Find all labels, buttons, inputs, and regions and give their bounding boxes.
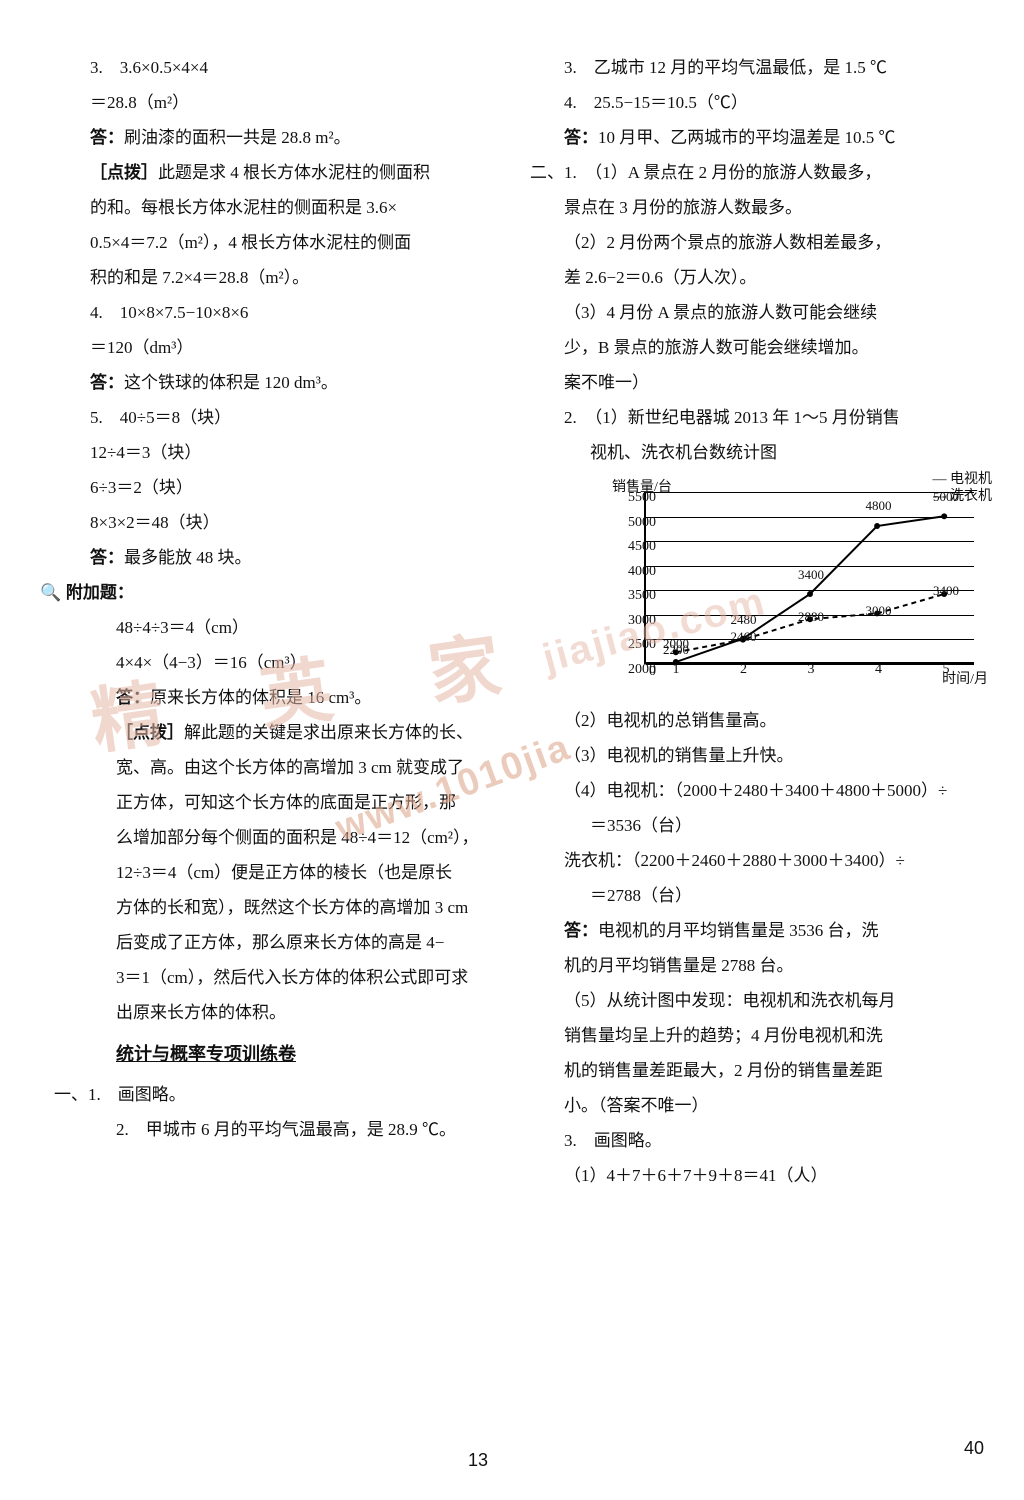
text-line: 宽、高。由这个长方体的高增加 3 cm 就变成了 — [90, 751, 518, 785]
text-line: 的和。每根长方体水泥柱的侧面积是 3.6× — [90, 191, 518, 225]
magnifier-icon: 🔍 — [40, 583, 66, 602]
text-line: 洗衣机：（2200＋2460＋2880＋3000＋3400）÷ — [538, 844, 992, 878]
text-line: （2）2 月份两个景点的旅游人数相差最多， — [538, 226, 992, 260]
text-line: ＝28.8（m²） — [90, 86, 518, 120]
text-line: 答：原来长方体的体积是 16 cm³。 — [90, 681, 518, 715]
ans-label: 答： — [90, 373, 124, 392]
text-line: 2. （1）新世纪电器城 2013 年 1～5 月份销售 — [538, 401, 992, 435]
text-line: （1）4＋7＋6＋7＋9＋8＝41（人） — [538, 1159, 992, 1193]
ans-label: 答： — [564, 921, 598, 940]
extra-heading: 🔍 附加题： — [40, 576, 518, 610]
text-line: 视机、洗衣机台数统计图 — [538, 436, 992, 470]
text-line: 小。（答案不唯一） — [538, 1089, 992, 1123]
text-line: ＝120（dm³） — [90, 331, 518, 365]
text-line: 答：刷油漆的面积一共是 28.8 m²。 — [90, 121, 518, 155]
text-line: 出原来长方体的体积。 — [90, 996, 518, 1030]
left-column: 3. 3.6×0.5×4×4 ＝28.8（m²） 答：刷油漆的面积一共是 28.… — [40, 50, 530, 1194]
sales-line-chart: 销售量/台 时间/月 — 电视机 --- 洗衣机 123452000248034… — [572, 474, 992, 694]
section-heading: 统计与概率专项训练卷 — [90, 1036, 518, 1072]
text-line: ［点拨］此题是求 4 根长方体水泥柱的侧面积 — [90, 156, 518, 190]
text-line: 4. 25.5−15＝10.5（℃） — [538, 86, 992, 120]
text-line: 销售量均呈上升的趋势；4 月份电视机和洗 — [538, 1019, 992, 1053]
text-line: ＝2788（台） — [538, 879, 992, 913]
text-line: 3. 乙城市 12 月的平均气温最低，是 1.5 ℃ — [538, 51, 992, 85]
text-line: 答：最多能放 48 块。 — [90, 541, 518, 575]
page-number: 13 — [468, 1442, 488, 1478]
text-line: 答：10 月甲、乙两城市的平均温差是 10.5 ℃ — [538, 121, 992, 155]
ans-label: 答： — [564, 128, 598, 147]
text-line: 案不唯一） — [538, 366, 992, 400]
text-line: （4）电视机：（2000＋2480＋3400＋4800＋5000）÷ — [538, 774, 992, 808]
text-line: 4. 10×8×7.5−10×8×6 — [90, 296, 518, 330]
text-line: 么增加部分每个侧面的面积是 48÷4＝12（cm²）， — [90, 821, 518, 855]
text-line: 6÷3＝2（块） — [90, 471, 518, 505]
text-line: （2）电视机的总销售量高。 — [538, 704, 992, 738]
text-line: （3）4 月份 A 景点的旅游人数可能会继续 — [538, 296, 992, 330]
text-line: 机的月平均销售量是 2788 台。 — [538, 949, 992, 983]
chart-plot: 1234520002480340048005000220024602880300… — [644, 492, 974, 664]
text-line: 48÷4÷3＝4（cm） — [90, 611, 518, 645]
page: 3. 3.6×0.5×4×4 ＝28.8（m²） 答：刷油漆的面积一共是 28.… — [0, 0, 1024, 1234]
ans-label: 答： — [116, 688, 150, 707]
text-line: 景点在 3 月份的旅游人数最多。 — [538, 191, 992, 225]
text-line: 8×3×2＝48（块） — [90, 506, 518, 540]
ans-label: 答： — [90, 128, 124, 147]
text-line: 差 2.6−2＝0.6（万人次）。 — [538, 261, 992, 295]
text-line: 正方体，可知这个长方体的底面是正方形，那 — [90, 786, 518, 820]
text-line: 0.5×4＝7.2（m²），4 根长方体水泥柱的侧面 — [90, 226, 518, 260]
text-line: 方体的长和宽），既然这个长方体的高增加 3 cm — [90, 891, 518, 925]
text-line: 5. 40÷5＝8（块） — [90, 401, 518, 435]
text-line: 4×4×（4−3）＝16（cm³） — [90, 646, 518, 680]
ans-label: 答： — [90, 548, 124, 567]
page-number: 40 — [964, 1430, 984, 1466]
text-line: （5）从统计图中发现：电视机和洗衣机每月 — [538, 984, 992, 1018]
tip-label: ［点拨］ — [90, 163, 158, 182]
text-line: 二、1. （1）A 景点在 2 月份的旅游人数最多， — [530, 156, 992, 190]
right-column: 3. 乙城市 12 月的平均气温最低，是 1.5 ℃ 4. 25.5−15＝10… — [530, 50, 1004, 1194]
text-line: 12÷3＝4（cm）便是正方体的棱长（也是原长 — [90, 856, 518, 890]
text-line: 答：这个铁球的体积是 120 dm³。 — [90, 366, 518, 400]
text-line: 一、1. 画图略。 — [54, 1078, 518, 1112]
text-line: 少，B 景点的旅游人数可能会继续增加。 — [538, 331, 992, 365]
text-line: 后变成了正方体，那么原来长方体的高是 4− — [90, 926, 518, 960]
text-line: 3＝1（cm），然后代入长方体的体积公式即可求 — [90, 961, 518, 995]
text-line: 机的销售量差距最大，2 月份的销售量差距 — [538, 1054, 992, 1088]
text-line: 3. 3.6×0.5×4×4 — [90, 51, 518, 85]
text-line: 3. 画图略。 — [538, 1124, 992, 1158]
tip-label: ［点拨］ — [116, 723, 184, 742]
text-line: 答：电视机的月平均销售量是 3536 台，洗 — [538, 914, 992, 948]
text-line: ＝3536（台） — [538, 809, 992, 843]
text-line: （3）电视机的销售量上升快。 — [538, 739, 992, 773]
text-line: ［点拨］解此题的关键是求出原来长方体的长、 — [90, 716, 518, 750]
text-line: 2. 甲城市 6 月的平均气温最高，是 28.9 ℃。 — [90, 1113, 518, 1147]
text-line: 12÷4＝3（块） — [90, 436, 518, 470]
text-line: 积的和是 7.2×4＝28.8（m²）。 — [90, 261, 518, 295]
